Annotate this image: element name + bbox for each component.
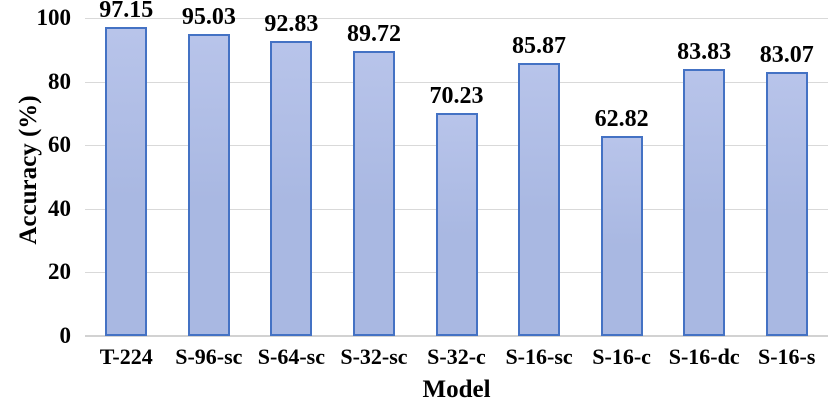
y-tick-label: 20 xyxy=(48,259,71,285)
bar xyxy=(187,33,230,336)
x-tick-label: S-64-sc xyxy=(257,344,325,369)
gridline xyxy=(85,81,828,83)
bar xyxy=(105,27,148,336)
x-axis-title: Model xyxy=(422,376,491,403)
bar-value-label: 97.15 xyxy=(99,0,154,24)
x-tick-label: S-16-c xyxy=(592,344,651,369)
bar xyxy=(600,136,643,336)
x-tick-label: S-16-sc xyxy=(505,344,573,369)
bar-value-label: 92.83 xyxy=(264,10,319,37)
y-tick-label: 100 xyxy=(36,5,72,30)
y-axis-title-text: Accuracy (%) xyxy=(15,95,42,245)
y-tick-label: 40 xyxy=(48,195,71,221)
bar xyxy=(518,62,561,336)
bar-value-label: 62.82 xyxy=(594,106,649,133)
bar xyxy=(765,71,808,336)
x-tick-label: S-96-sc xyxy=(175,344,243,369)
bar-value-label: 95.03 xyxy=(181,3,236,30)
bar-value-label: 89.72 xyxy=(346,20,401,47)
bar-value-label: 70.23 xyxy=(429,82,484,109)
x-tick-label: T-224 xyxy=(99,344,153,369)
bar xyxy=(352,50,395,336)
x-tick-label: S-32-c xyxy=(427,344,486,369)
bar xyxy=(435,112,478,336)
y-tick-label: 60 xyxy=(48,132,71,158)
x-tick-label: S-16-s xyxy=(757,344,816,369)
y-tick-label: 0 xyxy=(59,323,72,348)
bar xyxy=(270,40,313,336)
gridline xyxy=(85,18,828,19)
bar-value-label: 83.83 xyxy=(677,39,732,66)
x-axis-line xyxy=(85,335,828,337)
y-tick-label: 80 xyxy=(48,68,71,94)
bar xyxy=(683,69,726,336)
x-tick-label: S-16-dc xyxy=(668,344,740,369)
bar-value-label: 85.87 xyxy=(512,32,567,59)
bar-value-label: 83.07 xyxy=(759,41,814,68)
x-tick-label: S-32-sc xyxy=(340,344,408,369)
